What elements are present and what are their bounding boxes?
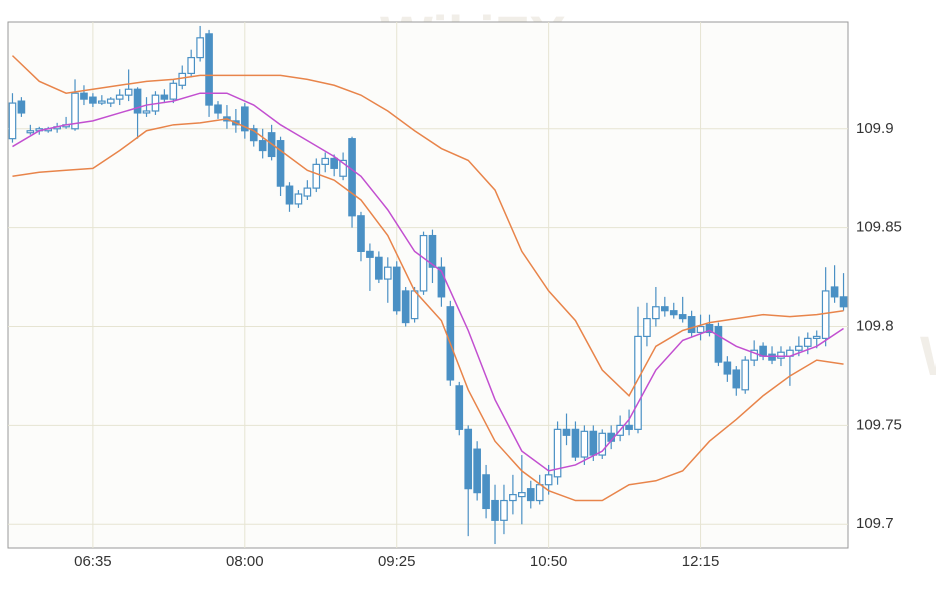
candle-body <box>643 318 651 338</box>
plot-area <box>7 21 849 549</box>
candle-body <box>249 128 258 142</box>
candle-body <box>80 92 88 100</box>
candle-body <box>240 106 249 132</box>
candle-body <box>419 234 428 292</box>
candle-body <box>357 215 365 252</box>
y-tick-label: 109.7 <box>856 515 894 532</box>
candle-body <box>652 306 660 320</box>
candle-body <box>8 102 17 140</box>
x-tick-label: 10:50 <box>530 553 568 570</box>
candle-body <box>634 335 642 430</box>
candle-body <box>562 428 571 436</box>
candle-body <box>169 82 178 100</box>
candle-body <box>89 96 97 104</box>
candle-body <box>312 163 321 189</box>
candle-body <box>383 266 392 280</box>
candle-body <box>366 250 374 258</box>
candle-body <box>375 256 383 280</box>
candle-body <box>705 323 714 334</box>
candle-body <box>473 448 481 494</box>
candle-body <box>124 88 133 96</box>
candle-body <box>303 187 312 197</box>
candle-body <box>598 432 607 456</box>
candle-body <box>464 428 473 490</box>
candle-body <box>160 94 169 100</box>
candle-body <box>660 306 669 312</box>
y-tick-label: 109.8 <box>856 317 894 334</box>
candle-body <box>401 290 410 324</box>
candle-body <box>723 361 732 375</box>
candle-body <box>768 353 776 361</box>
candle-body <box>214 104 222 114</box>
candle-body <box>482 474 490 510</box>
candle-body <box>491 499 499 521</box>
candle-body <box>714 325 723 363</box>
candle-body <box>732 369 741 389</box>
candle-body <box>133 88 142 114</box>
candle-body <box>455 385 464 430</box>
candle-body <box>777 351 785 359</box>
x-tick-label: 06:35 <box>74 553 112 570</box>
candle-body <box>571 428 580 458</box>
candle-body <box>205 33 213 106</box>
candle-body <box>115 94 124 100</box>
candle-body <box>98 100 106 104</box>
candle-body <box>812 335 821 339</box>
candle-body <box>437 266 446 298</box>
candle-body <box>678 314 687 320</box>
candle-body <box>348 138 356 217</box>
x-tick-label: 08:00 <box>226 553 264 570</box>
candle-body <box>795 345 803 351</box>
candle-body <box>500 499 508 521</box>
band-line <box>12 118 844 502</box>
candle-body <box>321 157 330 165</box>
candle-body <box>276 140 285 187</box>
candle-body <box>392 266 401 312</box>
candle-body <box>26 130 35 134</box>
watermark: WikiFX <box>920 324 936 387</box>
candle-body <box>830 286 839 298</box>
candle-body <box>71 92 79 130</box>
candle-body <box>142 110 151 114</box>
candle-body <box>17 100 26 114</box>
candle-body <box>106 98 115 104</box>
candle-body <box>741 359 750 391</box>
candle-body <box>580 430 589 458</box>
candle-body <box>625 424 633 430</box>
candle-body <box>696 325 705 334</box>
band-line <box>11 55 844 397</box>
candle-body <box>196 37 204 59</box>
candle-body <box>553 428 562 478</box>
candle-body <box>258 140 267 152</box>
candle-body <box>839 296 848 308</box>
candle-body <box>178 72 187 86</box>
candle-body <box>526 488 535 502</box>
candle-body <box>821 290 830 339</box>
x-tick-label: 12:15 <box>682 553 720 570</box>
candle-body <box>750 349 758 361</box>
candle-body <box>687 316 696 334</box>
candle-body <box>535 484 544 502</box>
candle-body <box>589 430 598 456</box>
x-tick-label: 09:25 <box>378 553 416 570</box>
candle-body <box>518 492 526 498</box>
candle-body <box>294 193 303 205</box>
y-tick-label: 109.85 <box>856 219 902 236</box>
candle-body <box>339 159 347 177</box>
y-tick-label: 109.9 <box>856 120 894 137</box>
candle-body <box>187 56 196 75</box>
candle-body <box>803 337 812 347</box>
candle-body <box>509 494 517 502</box>
candle-body <box>669 310 678 316</box>
band-line <box>12 92 844 472</box>
candle-body <box>544 474 553 486</box>
candle-body <box>428 234 437 268</box>
y-tick-label: 109.75 <box>856 416 902 433</box>
candle-body <box>330 157 338 169</box>
candle-body <box>285 185 294 205</box>
candle-body <box>410 290 419 320</box>
